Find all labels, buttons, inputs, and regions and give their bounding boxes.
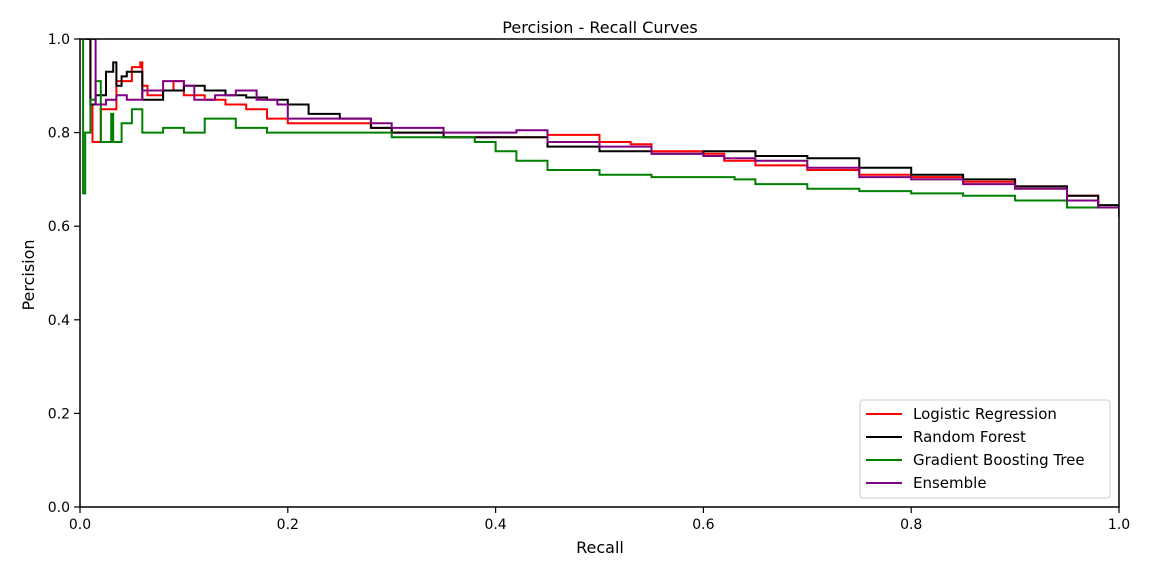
plot-frame bbox=[79, 38, 1120, 508]
y-tick-label: 0.6 bbox=[48, 219, 70, 235]
legend: Logistic Regression Random Forest Gradient… bbox=[859, 399, 1111, 499]
legend-label: Gradient Boosting Tree bbox=[913, 451, 1085, 469]
x-tick-label: 0.4 bbox=[484, 517, 506, 533]
y-tick-label: 0.4 bbox=[48, 313, 70, 329]
legend-label: Ensemble bbox=[913, 474, 987, 492]
legend-box bbox=[859, 399, 1111, 499]
x-axis: 0.0 0.2 0.4 0.6 0.8 1.0 bbox=[69, 507, 1130, 533]
y-tick-label: 0.0 bbox=[48, 500, 70, 516]
x-tick-label: 0.8 bbox=[900, 517, 922, 533]
x-tick-label: 0.2 bbox=[277, 517, 299, 533]
y-tick-label: 0.2 bbox=[48, 406, 70, 422]
series-layer bbox=[82, 39, 1119, 217]
legend-label: Random Forest bbox=[913, 428, 1026, 446]
series-line-1 bbox=[87, 39, 1119, 217]
chart-title: Percision - Recall Curves bbox=[502, 18, 697, 37]
x-tick-label: 1.0 bbox=[1108, 517, 1130, 533]
series-line-3 bbox=[92, 39, 1119, 217]
y-tick-label: 1.0 bbox=[48, 32, 70, 48]
y-axis-label: Percision bbox=[19, 239, 38, 310]
series-line-2 bbox=[82, 39, 1119, 217]
x-axis-label: Recall bbox=[576, 538, 624, 557]
x-tick-label: 0.0 bbox=[69, 517, 91, 533]
x-tick-label: 0.6 bbox=[692, 517, 714, 533]
legend-label: Logistic Regression bbox=[913, 405, 1057, 423]
y-axis: 0.0 0.2 0.4 0.6 0.8 1.0 bbox=[48, 32, 80, 516]
y-tick-label: 0.8 bbox=[48, 126, 70, 142]
